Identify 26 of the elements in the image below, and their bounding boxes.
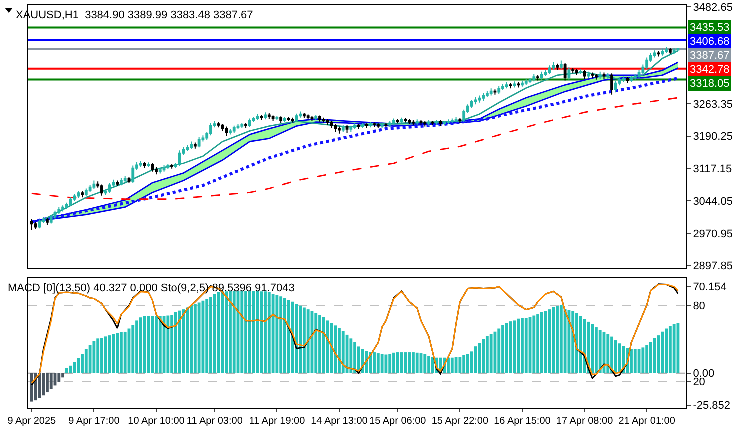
x-tick-label: 21 Apr 01:00	[618, 416, 676, 427]
ref-line-label: 3435.53	[690, 22, 730, 34]
y-tick-label: 3482.65	[693, 2, 733, 14]
y-tick-label: 2970.95	[693, 228, 733, 240]
x-tick-label: 9 Apr 17:00	[68, 416, 120, 427]
x-tick-label: 15 Apr 06:00	[370, 416, 427, 427]
x-tick-label: 9 Apr 2025	[8, 416, 57, 427]
y2-tick-label: 80	[693, 300, 706, 313]
x-tick-label: 11 Apr 19:00	[249, 416, 306, 427]
x-tick-label: 15 Apr 22:00	[432, 416, 489, 427]
y-tick-label: -25.852	[693, 400, 731, 412]
y-tick-label: 3117.15	[693, 164, 732, 176]
y-tick-label: 3190.25	[693, 131, 733, 144]
y-tick-label: 3263.35	[693, 98, 733, 111]
y-tick-label: 3044.05	[693, 196, 733, 208]
y-tick-label: 2897.85	[693, 260, 733, 273]
ref-line-label: 3406.68	[690, 36, 730, 48]
ref-line-label: 3342.78	[690, 64, 730, 76]
x-tick-label: 16 Apr 15:00	[494, 416, 552, 427]
x-tick-label: 17 Apr 08:00	[556, 416, 614, 427]
y-tick-label: 70.154	[693, 281, 727, 294]
x-tick-label: 14 Apr 13:00	[311, 416, 368, 427]
ref-line-label: 3387.67	[690, 50, 730, 62]
x-tick-label: 10 Apr 10:00	[128, 416, 186, 427]
ref-line-label: 3318.05	[690, 78, 730, 90]
x-tick-label: 11 Apr 03:00	[186, 416, 244, 427]
